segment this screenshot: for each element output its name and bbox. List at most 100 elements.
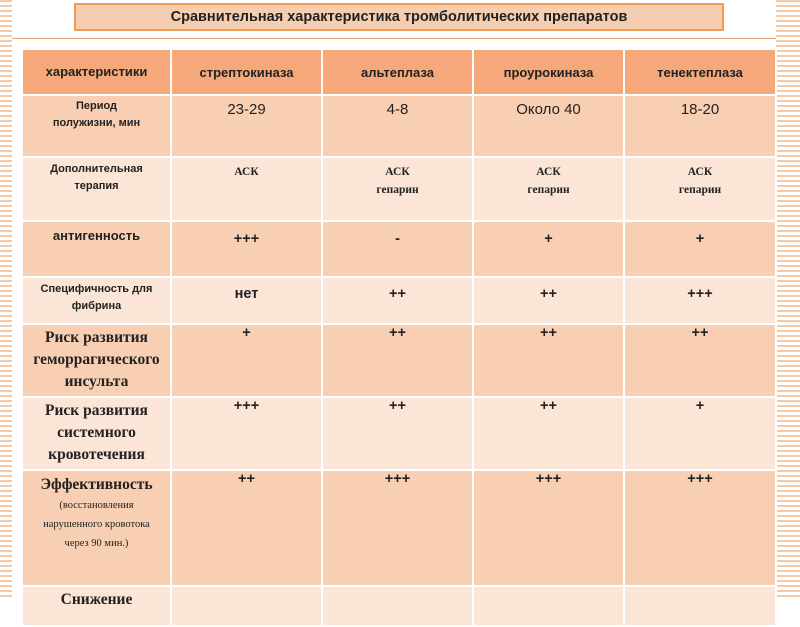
cell-value: 18-20: [680, 101, 720, 118]
row-label-antigenicity-text: антигенность: [52, 228, 141, 243]
column-header-tenecteplase: тенектеплаза: [623, 48, 777, 96]
row-label-reduction-text: Снижение: [60, 591, 133, 608]
table-cell: [170, 585, 323, 627]
row-label-stroke-risk-text: Риск развития геморрагического инсульта: [33, 329, 160, 390]
row-label-additional-therapy: Дополнительная терапия: [21, 156, 172, 222]
left-decorative-border: [0, 0, 12, 600]
slide-title-text: Сравнительная характеристика тромболитич…: [170, 9, 628, 25]
cell-value: ++: [389, 286, 406, 302]
row-label-bleeding-risk-text: Риск развития системного кровотечения: [45, 402, 148, 463]
table-cell: нет: [170, 276, 323, 325]
table-row-stroke-risk: Риск развития геморрагического инсульта …: [21, 323, 777, 398]
cell-value: +++: [233, 398, 260, 414]
table-cell: ++: [472, 323, 625, 398]
cell-value: нет: [234, 286, 259, 302]
row-label-bleeding-risk: Риск развития системного кровотечения: [21, 396, 172, 471]
row-label-fibrin-specificity: Специфичность для фибрина: [21, 276, 172, 325]
table-cell: ++: [623, 323, 777, 398]
cell-value: +++: [687, 286, 713, 302]
row-label-antigenicity: антигенность: [21, 220, 172, 278]
cell-value: ++: [540, 325, 557, 341]
cell-value: +: [242, 325, 251, 341]
table-row-reduction: Снижение: [21, 585, 777, 627]
row-label-efficacy: Эффективность (восстановления нарушенног…: [21, 469, 172, 587]
cell-value: АСК гепарин: [474, 158, 623, 199]
table-row-efficacy: Эффективность (восстановления нарушенног…: [21, 469, 777, 587]
cell-value-line: АСК: [687, 166, 713, 178]
row-label-additional-therapy-text: Дополнительная терапия: [50, 163, 143, 192]
table-row-antigenicity: антигенность +++ - + +: [21, 220, 777, 278]
table-cell: ++: [321, 323, 474, 398]
cell-value: ++: [238, 471, 255, 487]
cell-value-line: АСК: [536, 166, 561, 178]
cell-value: ++: [540, 286, 557, 302]
table-cell: [321, 585, 474, 627]
cell-value: +++: [535, 471, 562, 487]
title-divider: [12, 38, 776, 39]
table-row-additional-therapy: Дополнительная терапия АСК АСК гепарин АС…: [21, 156, 777, 222]
cell-value-line: гепарин: [678, 184, 722, 196]
cell-value: +++: [687, 471, 713, 487]
row-label-fibrin-specificity-text: Специфичность для фибрина: [40, 283, 153, 312]
table-row-half-life: Период полужизни, мин 23-29 4-8 Около 40…: [21, 94, 777, 158]
table-cell: АСК гепарин: [321, 156, 474, 222]
cell-value: +++: [384, 471, 411, 487]
cell-value: ++: [540, 398, 557, 414]
row-label-efficacy-block: Эффективность (восстановления нарушенног…: [23, 471, 170, 552]
cell-value-line: АСК: [385, 166, 410, 178]
cell-value-line: гепарин: [527, 184, 570, 196]
cell-value: ++: [389, 325, 406, 341]
table-cell: ++: [170, 469, 323, 587]
column-header-streptokinase: стрептокиназа: [170, 48, 323, 96]
comparison-table: характеристики стрептокиназа альтеплаза …: [21, 48, 777, 627]
table-cell: ++: [472, 396, 625, 471]
cell-value: ++: [389, 398, 406, 414]
table-row-fibrin-specificity: Специфичность для фибрина нет ++ ++ +++: [21, 276, 777, 325]
table-cell: +++: [170, 396, 323, 471]
table-cell: -: [321, 220, 474, 278]
row-label-efficacy-text: Эффективность: [40, 476, 153, 493]
column-header-alteplase: альтеплаза: [321, 48, 474, 96]
table-cell: ++: [321, 276, 474, 325]
cell-value: ++: [691, 325, 709, 341]
table-header-row: характеристики стрептокиназа альтеплаза …: [21, 48, 777, 96]
row-label-half-life-text: Период полужизни, мин: [52, 100, 141, 129]
cell-value: АСК гепарин: [625, 158, 775, 199]
cell-value: Около 40: [516, 101, 581, 118]
table-cell: ++: [321, 396, 474, 471]
table-cell: +++: [623, 469, 777, 587]
slide-title: Сравнительная характеристика тромболитич…: [74, 3, 724, 31]
table-cell: ++: [472, 276, 625, 325]
table-cell: +: [623, 220, 777, 278]
table-cell: +: [472, 220, 625, 278]
table-cell: 4-8: [321, 94, 474, 158]
column-header-characteristics: характеристики: [21, 48, 172, 96]
table-cell: [472, 585, 625, 627]
row-label-stroke-risk: Риск развития геморрагического инсульта: [21, 323, 172, 398]
table-cell: +++: [321, 469, 474, 587]
table-cell: АСК: [170, 156, 323, 222]
cell-value: 4-8: [386, 101, 409, 118]
table-cell: +: [623, 396, 777, 471]
table-cell: +++: [623, 276, 777, 325]
cell-value: +++: [233, 231, 260, 247]
table-row-bleeding-risk: Риск развития системного кровотечения ++…: [21, 396, 777, 471]
cell-value: АСК гепарин: [323, 158, 472, 199]
table-cell: АСК гепарин: [623, 156, 777, 222]
row-label-half-life: Период полужизни, мин: [21, 94, 172, 158]
cell-value: 23-29: [227, 101, 266, 118]
table-cell: +: [170, 323, 323, 398]
cell-value: +: [544, 231, 553, 247]
cell-value-line: гепарин: [376, 184, 419, 196]
row-label-efficacy-note: (восстановления нарушенного кровотока че…: [43, 500, 150, 549]
cell-value: +: [695, 231, 705, 247]
column-header-prourokinase: проурокиназа: [472, 48, 625, 96]
table-cell: 18-20: [623, 94, 777, 158]
table-cell: Около 40: [472, 94, 625, 158]
table-cell: [623, 585, 777, 627]
cell-value: +: [695, 398, 705, 414]
right-decorative-border: [776, 0, 800, 600]
table-cell: АСК гепарин: [472, 156, 625, 222]
cell-value-line: АСК: [234, 166, 259, 178]
row-label-reduction: Снижение: [21, 585, 172, 627]
